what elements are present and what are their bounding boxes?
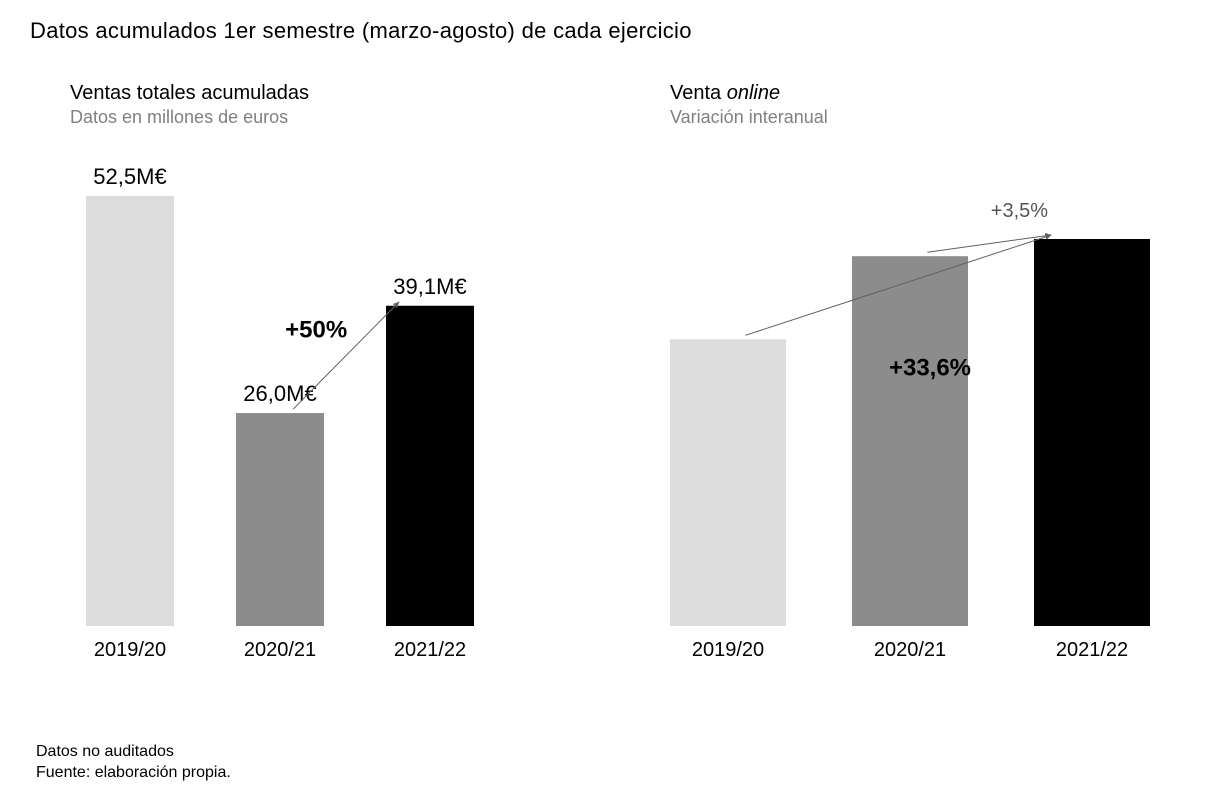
axis-category-label: 2020/21 <box>244 639 316 661</box>
axis-category-label: 2021/22 <box>1056 639 1128 661</box>
footer-line1: Datos no auditados <box>36 741 231 763</box>
chart-right-title: Venta online <box>670 82 1190 105</box>
bar-2019/20 <box>670 339 786 626</box>
footer-line2: Fuente: elaboración propia. <box>36 762 231 784</box>
bar-2020/21 <box>236 413 324 626</box>
chart-left-panel: Ventas totales acumuladas Datos en millo… <box>30 82 570 696</box>
growth-annotation: +50% <box>285 316 347 343</box>
bar-2020/21 <box>852 256 968 626</box>
chart-right-area: 2019/20 2020/21 2021/22 +33,6% +3,5% <box>630 136 1190 696</box>
bar-2021/22 <box>386 306 474 626</box>
chart-right-subtitle: Variación interanual <box>670 107 1190 128</box>
chart-left-svg: 52,5M€ 2019/20 26,0M€ 2020/21 39,1M€ 2021/22 +… <box>30 136 570 696</box>
bar-2021/22 <box>1034 239 1150 626</box>
growth-annotation: +3,5% <box>991 200 1048 222</box>
bar-2019/20 <box>86 196 174 626</box>
chart-left-title: Ventas totales acumuladas <box>70 82 570 105</box>
chart-right-title-pre: Venta <box>670 82 727 104</box>
chart-left-title-block: Ventas totales acumuladas Datos en millo… <box>70 82 570 128</box>
bar-value-label: 39,1M€ <box>393 274 466 299</box>
axis-category-label: 2019/20 <box>94 639 166 661</box>
chart-left-area: 52,5M€ 2019/20 26,0M€ 2020/21 39,1M€ 2021/22 +… <box>30 136 570 696</box>
chart-right-title-italic: online <box>727 82 780 104</box>
growth-annotation: +33,6% <box>889 354 971 381</box>
axis-category-label: 2020/21 <box>874 639 946 661</box>
chart-right-svg: 2019/20 2020/21 2021/22 +33,6% +3,5% <box>630 136 1190 696</box>
bar-value-label: 26,0M€ <box>243 381 316 406</box>
growth-arrow <box>927 235 1051 252</box>
chart-right-panel: Venta online Variación interanual 2019/2… <box>630 82 1190 696</box>
charts-row: Ventas totales acumuladas Datos en millo… <box>30 82 1176 696</box>
bar-value-label: 52,5M€ <box>93 164 166 189</box>
axis-category-label: 2019/20 <box>692 639 764 661</box>
page-title: Datos acumulados 1er semestre (marzo-ago… <box>30 18 692 44</box>
footer-notes: Datos no auditados Fuente: elaboración p… <box>36 741 231 784</box>
chart-left-subtitle: Datos en millones de euros <box>70 107 570 128</box>
axis-category-label: 2021/22 <box>394 639 466 661</box>
chart-right-title-block: Venta online Variación interanual <box>670 82 1190 128</box>
